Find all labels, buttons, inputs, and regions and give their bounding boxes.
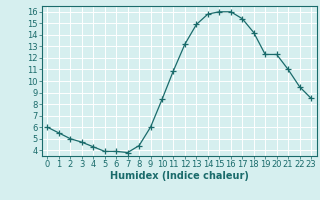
X-axis label: Humidex (Indice chaleur): Humidex (Indice chaleur) xyxy=(110,171,249,181)
